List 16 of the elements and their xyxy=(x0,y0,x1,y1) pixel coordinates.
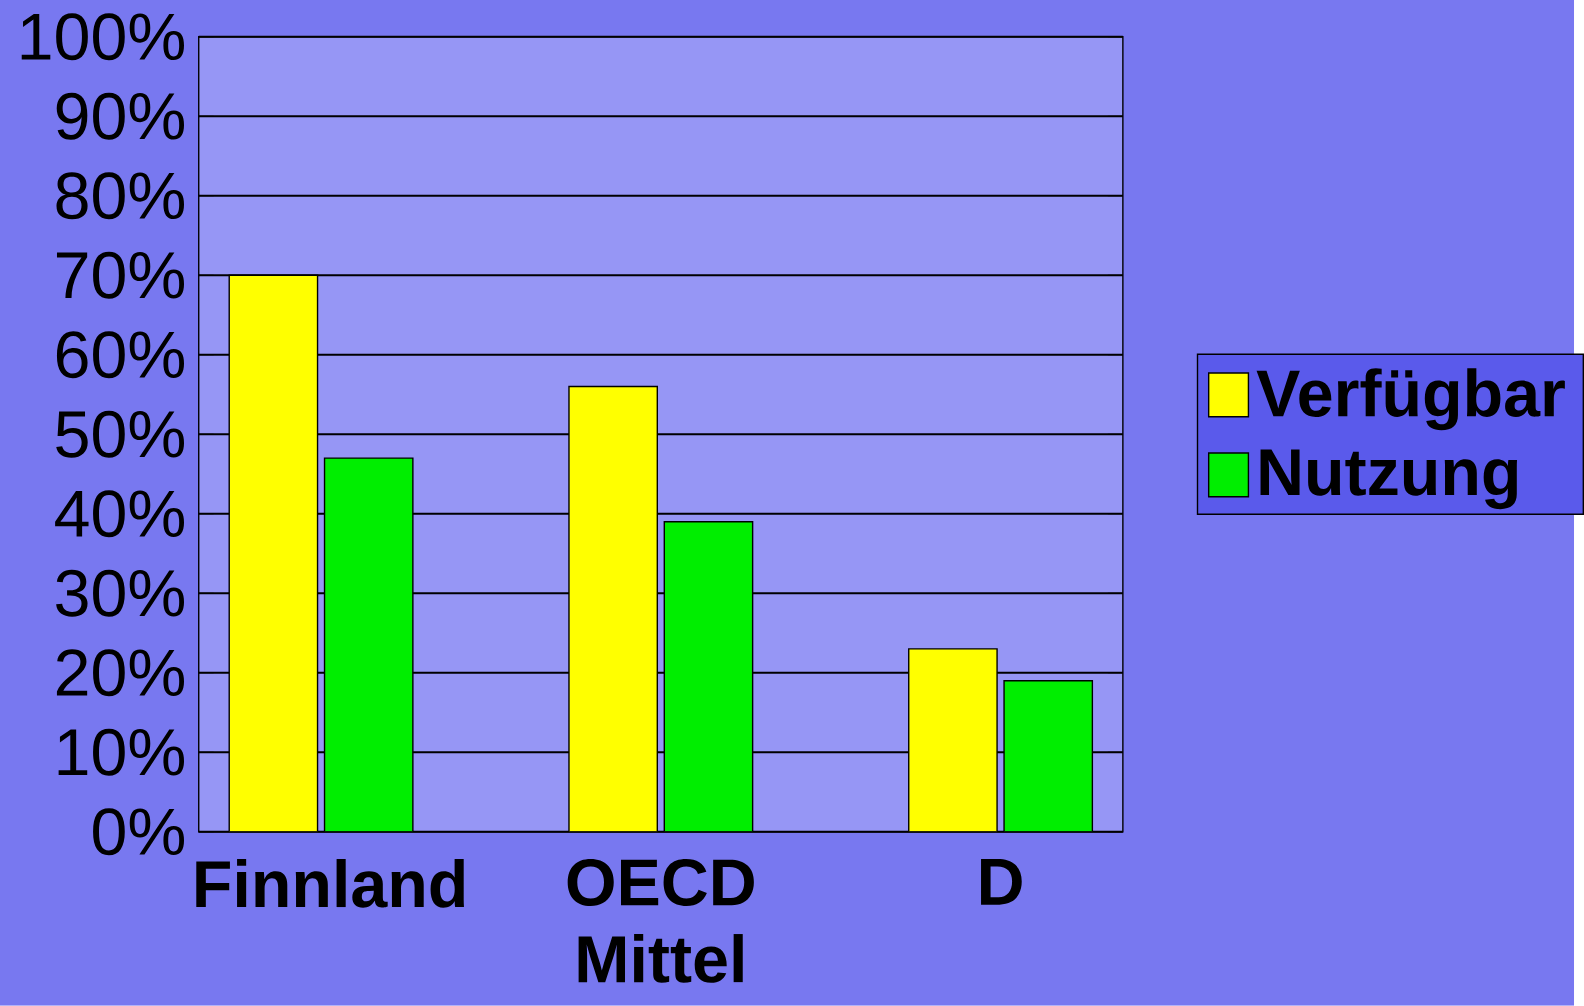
y-tick-label: 40% xyxy=(55,490,185,538)
y-tick-label: 20% xyxy=(56,649,185,697)
y-tick-label: 80% xyxy=(56,172,185,220)
x-tick-label: OECD Mittel xyxy=(567,859,754,983)
x-tick-label: Finnland xyxy=(196,859,464,908)
y-tick-label: 90% xyxy=(56,92,185,140)
y-tick-label: 0% xyxy=(93,808,185,856)
y-tick-label: 50% xyxy=(56,410,185,458)
y-tick-label: 30% xyxy=(56,569,185,617)
y-tick-label: 10% xyxy=(58,728,185,776)
y-tick-label: 70% xyxy=(56,251,185,299)
legend-label: Verfügbar xyxy=(1256,368,1565,431)
y-tick-label: 100% xyxy=(21,13,184,61)
y-tick-label: 60% xyxy=(56,331,185,379)
legend-label: Nutzung xyxy=(1260,449,1518,510)
x-tick-label: D xyxy=(981,859,1022,905)
